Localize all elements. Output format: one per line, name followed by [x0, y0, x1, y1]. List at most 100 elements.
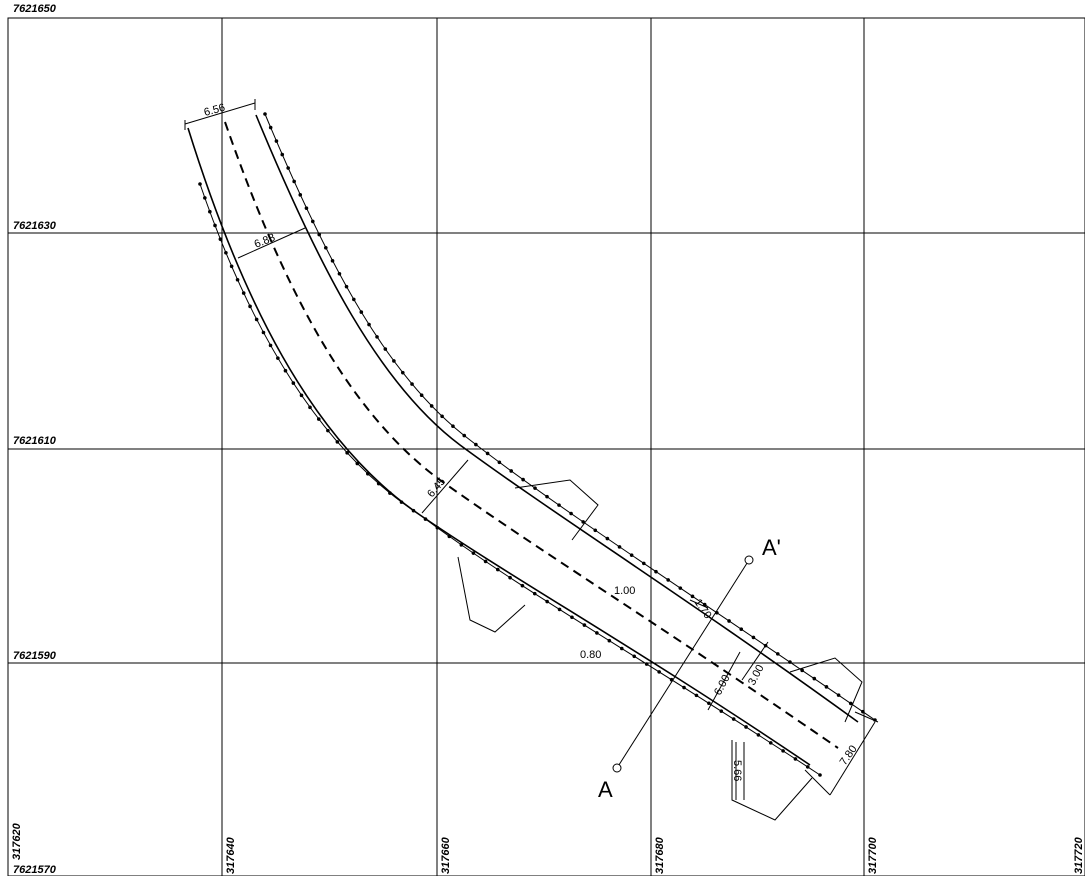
verge-marker-dot — [451, 424, 455, 429]
verge-marker-dot — [644, 662, 649, 666]
verge-marker-dot — [367, 322, 371, 327]
road-alignment — [187, 112, 877, 777]
verge-marker-dot — [848, 701, 853, 706]
verge-marker-dot — [323, 245, 328, 250]
section-end-label: A' — [762, 535, 781, 560]
verge-marker-dot — [702, 602, 707, 607]
verge-marker-dot — [775, 652, 780, 656]
verge-marker-dot — [355, 461, 360, 466]
verge-marker-dot — [263, 112, 267, 116]
verge-marker-dot — [308, 405, 312, 410]
verge-marker-dot — [283, 368, 288, 373]
verge-marker-dot — [429, 404, 434, 408]
verge-marker-dot — [203, 196, 207, 200]
verge-marker-dot — [533, 486, 537, 490]
ramp-polygon-lower — [457, 556, 526, 633]
verge-marker-dot — [731, 717, 736, 721]
northing-label: 7621570 — [13, 864, 57, 876]
section-start-label: A — [598, 777, 613, 802]
verge-marker-dot — [248, 304, 252, 309]
verge-marker-dot — [483, 559, 488, 564]
verge-marker-dot — [411, 508, 416, 513]
verge-marker-dot — [241, 291, 246, 295]
section-start-marker — [612, 763, 622, 773]
verge-marker-dot — [459, 543, 464, 547]
verge-marker-dot — [694, 693, 699, 698]
dim-line-656 — [184, 102, 256, 125]
left-carriageway-edge — [187, 127, 811, 766]
ramp-polygon-east — [789, 657, 863, 723]
verge-marker-dot — [224, 250, 228, 255]
verge-marker-dot — [509, 469, 514, 473]
verge-marker-dot — [254, 317, 259, 322]
ramp-polygon-upper — [514, 479, 599, 541]
verge-marker-dot — [462, 433, 467, 438]
verge-marker-dot — [654, 569, 658, 574]
verge-marker-dot — [788, 660, 792, 664]
verge-marker-dot — [316, 417, 321, 421]
verge-marker-dot — [557, 607, 562, 612]
verge-marker-dot — [276, 356, 280, 360]
easting-label: 317700 — [867, 836, 879, 874]
verge-marker-dot — [595, 631, 599, 635]
northing-label: 7621650 — [13, 3, 57, 15]
dim-line-688 — [237, 227, 306, 259]
verge-marker-dot — [326, 428, 330, 433]
dimension-lines — [184, 99, 879, 800]
verge-marker-dot — [836, 693, 841, 697]
dim-label-600: 6.00 — [712, 673, 733, 698]
verge-marker-dot — [317, 232, 322, 237]
easting-label: 317620 — [11, 822, 23, 860]
verge-marker-dot — [392, 359, 396, 363]
verge-marker-dot — [337, 271, 342, 276]
verge-marker-dot — [304, 206, 309, 210]
verge-marker-dot — [330, 259, 335, 263]
verge-marker-dot — [818, 773, 822, 777]
verge-marker-dot — [632, 654, 637, 659]
verge-marker-dot — [605, 536, 610, 541]
verge-marker-dot — [496, 567, 500, 572]
verge-marker-dot — [423, 517, 428, 521]
verge-marker-dot — [352, 297, 356, 302]
verge-marker-dot — [861, 709, 865, 714]
easting-label: 317640 — [225, 836, 237, 874]
verge-marker-dot — [812, 676, 817, 681]
verge-marker-dot — [690, 594, 695, 599]
dim-extension — [854, 711, 879, 723]
coordinate-grid — [7, 17, 1085, 876]
verge-marker-dot — [474, 442, 478, 447]
easting-label: 317720 — [1073, 836, 1085, 874]
verge-marker-dot — [268, 343, 273, 348]
verge-marker-dot — [310, 219, 315, 224]
dim-label-300: 3.00 — [746, 663, 767, 688]
verge-marker-dot — [261, 330, 266, 335]
verge-marker-dot — [727, 619, 731, 623]
verge-marker-dot — [375, 335, 379, 339]
verge-marker-dot — [532, 591, 537, 596]
verge-marker-dot — [359, 310, 364, 314]
verge-marker-dot — [298, 193, 303, 197]
verge-marker-dot — [545, 599, 549, 604]
northing-label: 7621630 — [13, 220, 57, 232]
verge-marker-dot — [435, 525, 440, 530]
dim-label-566: 5.66 — [731, 760, 743, 781]
dim-label-080: 0.80 — [580, 649, 601, 661]
northing-label: 7621590 — [13, 650, 57, 662]
northing-label: 7621610 — [13, 435, 57, 447]
verge-marker-dot — [291, 381, 296, 385]
verge-marker-dot — [268, 125, 273, 130]
verge-marker-dot — [208, 209, 212, 214]
verge-marker-dot — [751, 635, 756, 640]
verge-marker-dot — [198, 182, 202, 186]
verge-marker-dot — [642, 561, 646, 566]
verge-marker-dot — [274, 139, 279, 143]
verge-marker-dot — [366, 471, 370, 476]
verge-marker-dot — [781, 749, 785, 753]
verge-marker-dot — [497, 460, 502, 465]
dim-line-600 — [707, 651, 741, 711]
section-end-marker — [744, 555, 754, 565]
dim-line-300 — [741, 641, 769, 681]
verge-marker-dot — [471, 551, 476, 555]
side-structures — [457, 479, 863, 821]
